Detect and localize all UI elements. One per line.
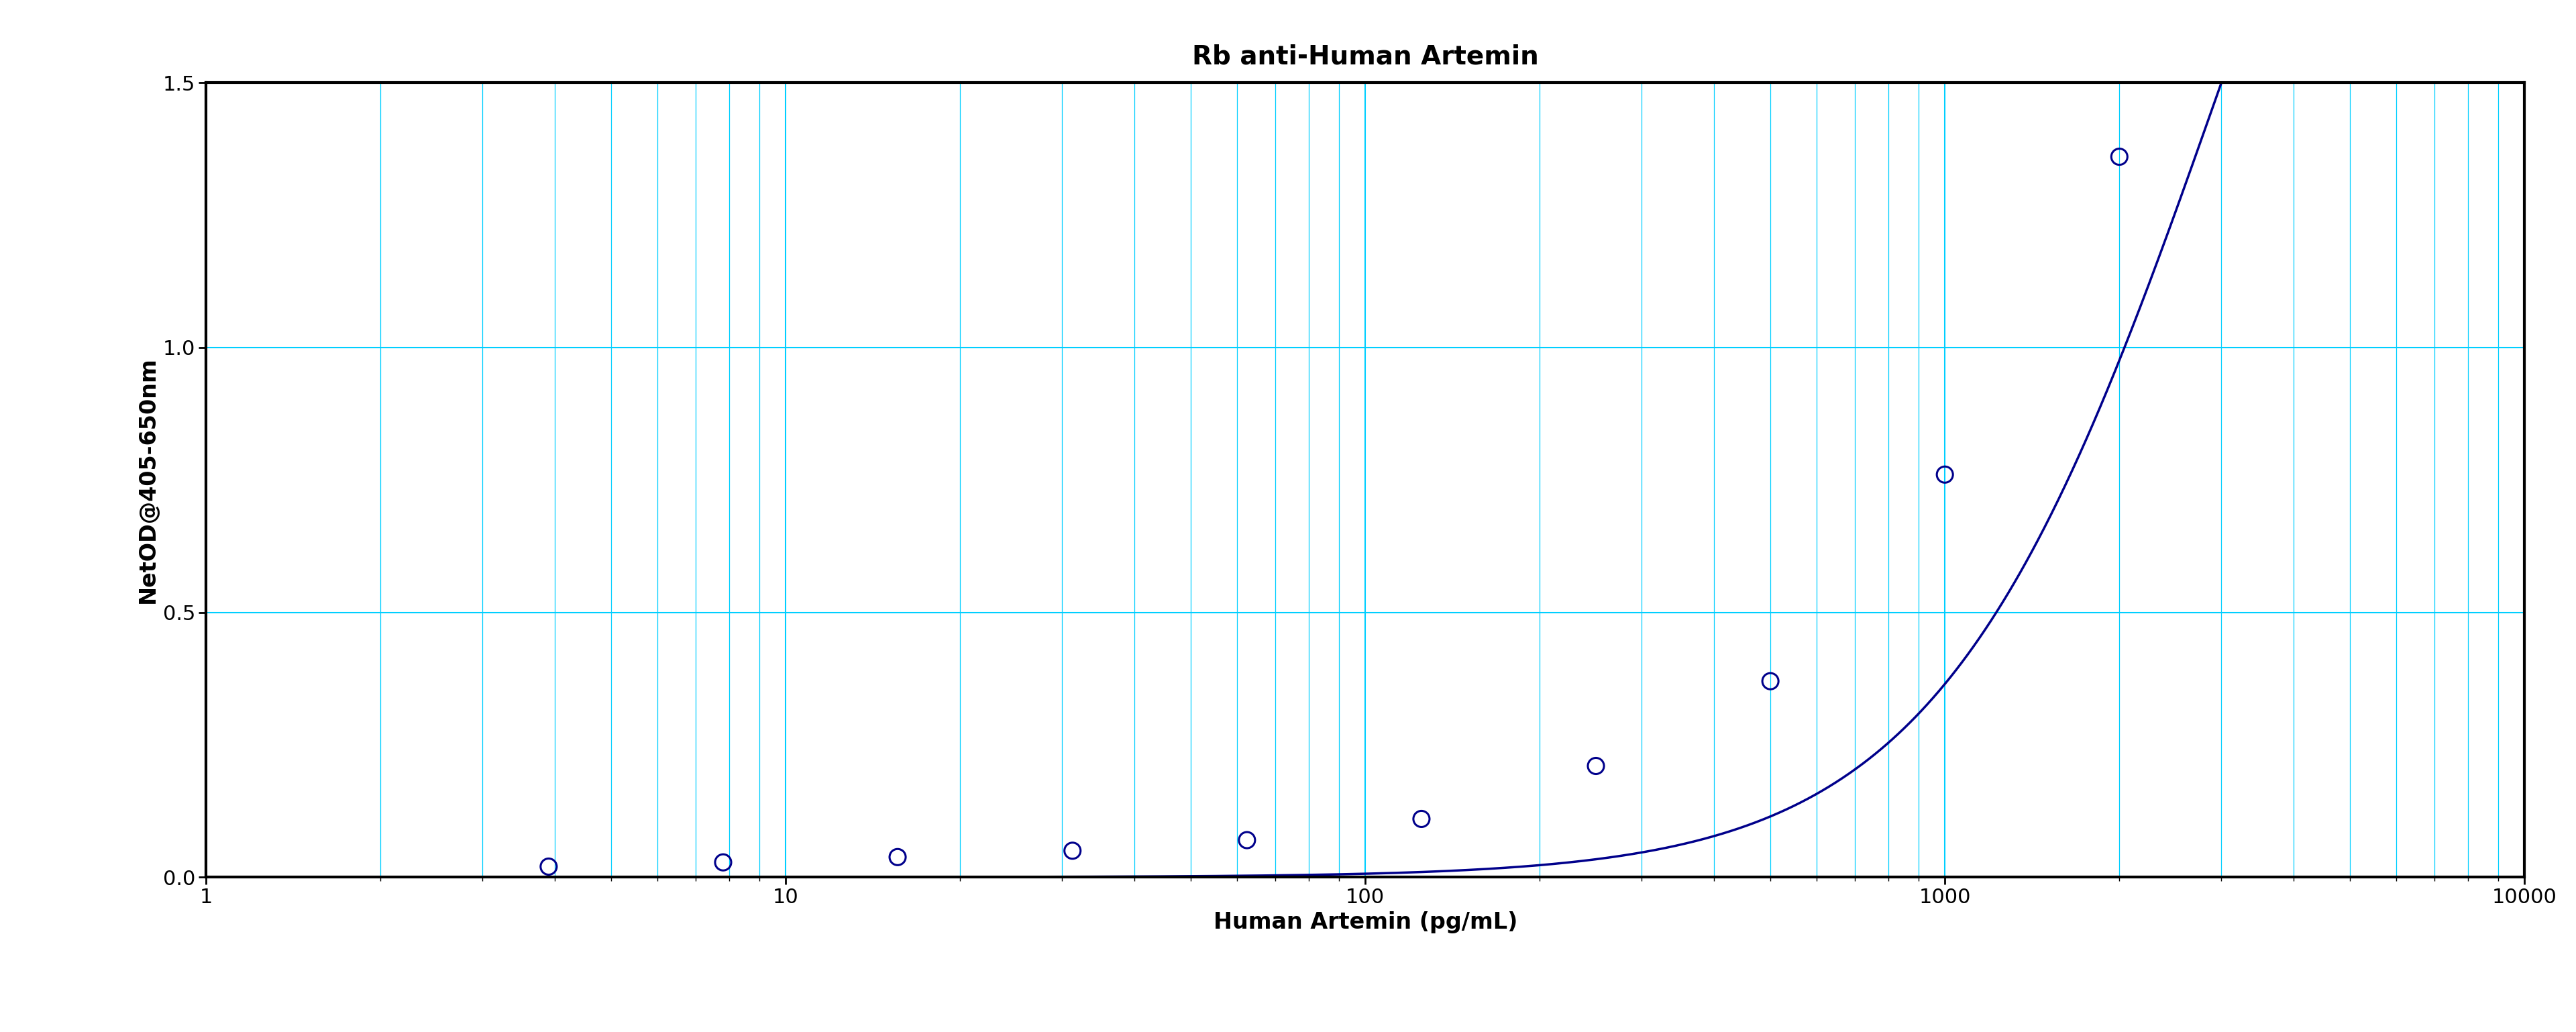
Point [2099,149,2141,165]
X-axis label: Human Artemin (pg/mL): Human Artemin (pg/mL) [1213,911,1517,933]
Point [1924,466,1965,483]
Point [1401,811,1443,828]
Point [703,854,744,871]
Point [1051,842,1092,859]
Point [876,848,917,865]
Point [1577,757,1618,774]
Point [1226,832,1267,848]
Point [528,859,569,875]
Y-axis label: NetOD@405-650nm: NetOD@405-650nm [137,356,160,604]
Point [1749,673,1790,689]
Title: Rb anti-Human Artemin: Rb anti-Human Artemin [1193,43,1538,69]
